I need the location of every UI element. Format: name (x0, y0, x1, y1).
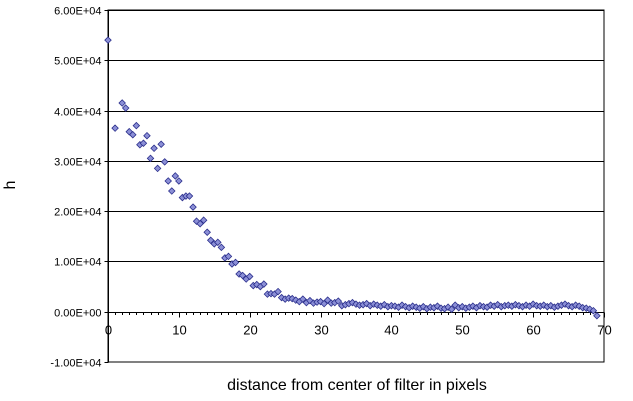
data-point (185, 192, 194, 200)
x-tick-label: 10 (172, 323, 186, 338)
data-point (111, 124, 119, 132)
data-point (238, 271, 247, 280)
data-point (224, 252, 233, 261)
data-point (362, 299, 371, 308)
data-point (235, 270, 243, 278)
data-point (164, 177, 172, 185)
x-tick-label: 20 (243, 323, 257, 338)
x-tick-label: 40 (384, 323, 398, 338)
data-point (171, 172, 180, 180)
data-point (203, 228, 211, 237)
data-point (447, 305, 456, 313)
y-tick-label: -1.00E+04 (50, 358, 101, 370)
data-point (217, 243, 226, 252)
data-point (320, 299, 328, 308)
data-point (189, 203, 197, 211)
data-point (288, 294, 296, 303)
data-point (589, 306, 598, 315)
data-point (132, 121, 141, 130)
data-point (146, 154, 155, 163)
y-tick-label: 6.00E+04 (54, 6, 101, 18)
data-point (129, 130, 137, 139)
data-point (153, 164, 162, 173)
data-point (274, 287, 282, 296)
data-point (419, 302, 428, 311)
y-tick-labels: -1.00E+04 0.00E+00 1.00E+04 2.00E+04 3.00E+0… (50, 6, 101, 370)
data-point (575, 302, 583, 310)
y-tick-label: 3.00E+04 (54, 157, 101, 169)
y-axis-title: h (2, 181, 19, 190)
axes (104, 9, 605, 363)
data-point (199, 216, 208, 224)
data-points (104, 36, 601, 320)
data-point (433, 302, 442, 310)
data-point (334, 297, 343, 305)
data-point (150, 144, 158, 153)
data-point (160, 158, 169, 166)
x-tick-labels: 0 10 20 30 40 50 60 70 (105, 323, 612, 338)
data-point (157, 140, 165, 149)
x-tick-label: 50 (455, 323, 469, 338)
data-point (143, 131, 151, 140)
data-point (206, 236, 215, 245)
data-point (139, 139, 148, 148)
y-tick-label: 5.00E+04 (54, 56, 101, 68)
data-point (561, 300, 569, 308)
data-point (196, 219, 204, 228)
y-tick-label: 2.00E+04 (54, 207, 101, 219)
data-point (118, 99, 126, 107)
data-point (104, 36, 112, 44)
data-point (593, 311, 601, 320)
x-tick-label: 0 (105, 323, 112, 338)
data-point (586, 305, 594, 313)
data-point (260, 280, 268, 288)
data-point (245, 272, 254, 281)
data-point (458, 302, 467, 311)
data-point (444, 303, 452, 311)
data-point (299, 295, 307, 303)
data-point (231, 258, 240, 267)
x-tick-label: 30 (314, 323, 328, 338)
x-tick-label: 60 (526, 323, 540, 338)
x-axis-title: distance from center of filter in pixels (227, 377, 487, 394)
y-tick-label: 0.00E+00 (54, 308, 101, 320)
y-tick-label: 4.00E+04 (54, 107, 101, 119)
data-point (175, 177, 183, 185)
data-point (168, 187, 176, 195)
data-point (214, 238, 222, 247)
y-tick-label: 1.00E+04 (54, 257, 101, 269)
x-tick-label: 70 (597, 323, 611, 338)
data-point (121, 104, 130, 112)
